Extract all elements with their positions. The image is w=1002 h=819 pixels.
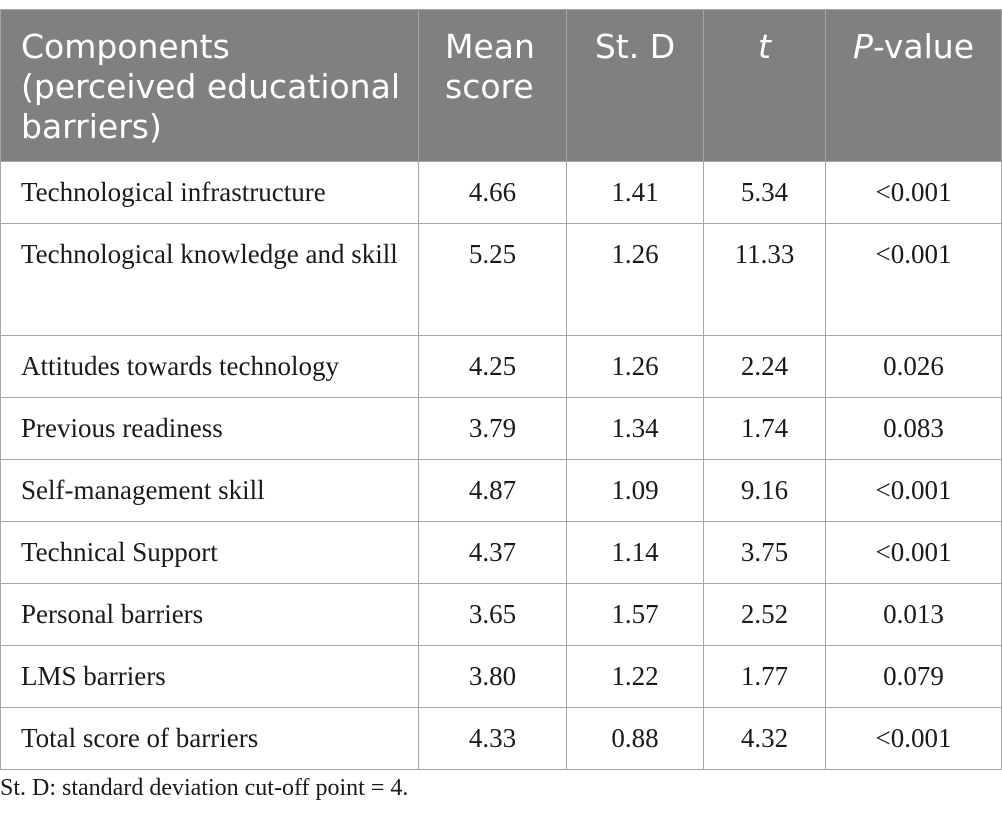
cell-sd: 1.57 (566, 583, 704, 646)
cell-t: 5.34 (703, 161, 826, 224)
cell-mean: 4.66 (418, 161, 567, 224)
header-t: t (703, 9, 826, 162)
header-mean-score: Mean score (418, 9, 567, 162)
table-row: Previous readiness 3.79 1.34 1.74 0.083 (0, 397, 1002, 460)
header-p-rest: -value (872, 27, 975, 66)
cell-p: <0.001 (825, 707, 1002, 770)
cell-component: Technological knowledge and skill (0, 223, 419, 336)
cell-sd: 1.26 (566, 223, 704, 336)
cell-t: 2.24 (703, 335, 826, 398)
cell-sd: 1.22 (566, 645, 704, 708)
cell-mean: 4.37 (418, 521, 567, 584)
cell-p: <0.001 (825, 223, 1002, 336)
cell-t: 1.74 (703, 397, 826, 460)
cell-t: 1.77 (703, 645, 826, 708)
header-p-value: P-value (825, 9, 1002, 162)
cell-component: Personal barriers (0, 583, 419, 646)
barriers-table: Components (perceived educational barrie… (0, 9, 1002, 770)
cell-t: 9.16 (703, 459, 826, 522)
table-row: Technological infrastructure 4.66 1.41 5… (0, 161, 1002, 224)
header-components: Components (perceived educational barrie… (0, 9, 419, 162)
cell-sd: 1.26 (566, 335, 704, 398)
header-t-label: t (758, 27, 771, 66)
cell-sd: 0.88 (566, 707, 704, 770)
cell-mean: 3.65 (418, 583, 567, 646)
cell-p: <0.001 (825, 521, 1002, 584)
cell-mean: 4.87 (418, 459, 567, 522)
cell-p: 0.083 (825, 397, 1002, 460)
cell-t: 2.52 (703, 583, 826, 646)
cell-sd: 1.34 (566, 397, 704, 460)
cell-p: 0.079 (825, 645, 1002, 708)
cell-t: 4.32 (703, 707, 826, 770)
cell-component: Self-management skill (0, 459, 419, 522)
cell-p: 0.026 (825, 335, 1002, 398)
cell-sd: 1.09 (566, 459, 704, 522)
cell-mean: 3.80 (418, 645, 567, 708)
cell-mean: 4.25 (418, 335, 567, 398)
cell-component: Attitudes towards technology (0, 335, 419, 398)
cell-component: Technological infrastructure (0, 161, 419, 224)
table-row: Personal barriers 3.65 1.57 2.52 0.013 (0, 583, 1002, 646)
table-row: Total score of barriers 4.33 0.88 4.32 <… (0, 707, 1002, 770)
cell-mean: 3.79 (418, 397, 567, 460)
table-container: Components (perceived educational barrie… (0, 9, 1002, 770)
cell-component: Technical Support (0, 521, 419, 584)
cell-mean: 5.25 (418, 223, 567, 336)
cell-component: LMS barriers (0, 645, 419, 708)
table-header-row: Components (perceived educational barrie… (0, 9, 1002, 162)
cell-sd: 1.14 (566, 521, 704, 584)
header-std-dev: St. D (566, 9, 704, 162)
table-row: LMS barriers 3.80 1.22 1.77 0.079 (0, 645, 1002, 708)
table-row: Attitudes towards technology 4.25 1.26 2… (0, 335, 1002, 398)
cell-sd: 1.41 (566, 161, 704, 224)
table-row: Technical Support 4.37 1.14 3.75 <0.001 (0, 521, 1002, 584)
cell-t: 11.33 (703, 223, 826, 336)
cell-t: 3.75 (703, 521, 826, 584)
cell-mean: 4.33 (418, 707, 567, 770)
table-row: Technological knowledge and skill 5.25 1… (0, 223, 1002, 336)
cell-component: Previous readiness (0, 397, 419, 460)
cell-p: <0.001 (825, 161, 1002, 224)
cell-p: <0.001 (825, 459, 1002, 522)
cell-component: Total score of barriers (0, 707, 419, 770)
table-row: Self-management skill 4.87 1.09 9.16 <0.… (0, 459, 1002, 522)
cell-p: 0.013 (825, 583, 1002, 646)
table-footnote: St. D: standard deviation cut-off point … (0, 775, 409, 801)
header-p-italic: P (852, 27, 873, 66)
